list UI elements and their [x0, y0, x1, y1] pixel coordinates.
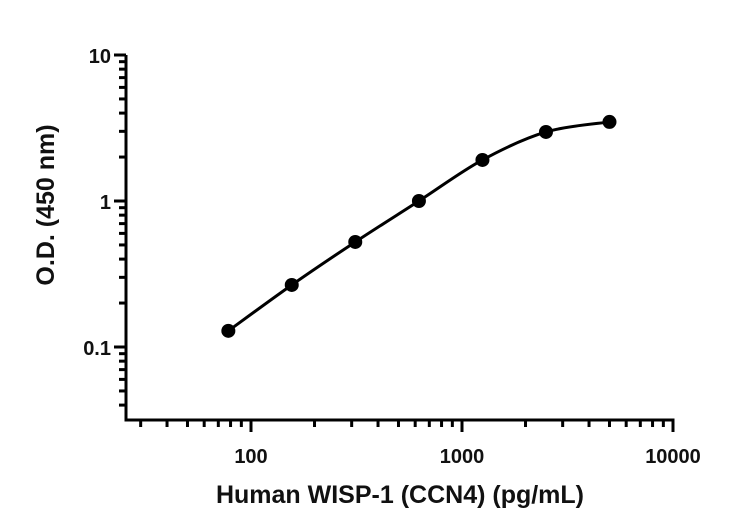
y-axis-title: O.D. (450 nm): [32, 124, 60, 285]
fit-curve-line: [226, 120, 611, 333]
data-point-marker: [475, 152, 490, 167]
y-tick-label-10: 10: [89, 46, 111, 68]
x-tick-label-10000: 10000: [645, 446, 701, 468]
y-axis: [114, 53, 128, 422]
x-axis: [124, 418, 675, 432]
data-point-marker: [221, 323, 236, 338]
data-point-marker: [602, 114, 617, 129]
y-tick-label-1: 1: [100, 192, 111, 214]
x-tick-label-100: 100: [234, 446, 267, 468]
data-point-marker: [411, 194, 426, 208]
x-axis-title: Human WISP-1 (CCN4) (pg/mL): [216, 481, 584, 509]
data-point-marker: [538, 124, 553, 139]
data-markers: [221, 114, 617, 338]
data-point-marker: [348, 234, 363, 249]
x-tick-label-1000: 1000: [440, 446, 485, 468]
y-tick-label-0.1: 0.1: [83, 338, 111, 360]
data-point-marker: [284, 277, 299, 292]
